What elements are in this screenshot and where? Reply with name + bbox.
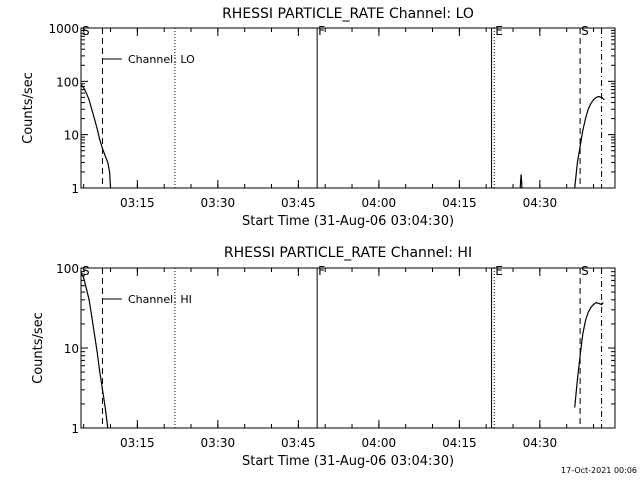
x-tick-label: 04:00 (362, 196, 397, 210)
y-axis-label: Counts/sec (31, 312, 46, 384)
y-axis-label: Counts/sec (21, 72, 36, 144)
x-tick-label: 04:15 (442, 436, 477, 450)
panel-lo: RHESSI PARTICLE_RATE Channel: LO 1 10 100 10… (21, 6, 616, 229)
x-tick-label: 03:45 (281, 436, 316, 450)
date-stamp: 17-Oct-2021 00:06 (561, 466, 637, 475)
x-axis-label: Start Time (31-Aug-06 03:04:30) (242, 454, 454, 469)
x-tick-label: 03:15 (120, 436, 155, 450)
legend-label: Channel: HI (128, 293, 192, 306)
plot-frame (80, 267, 616, 429)
x-tick-label: 04:30 (523, 436, 558, 450)
plot-frame (80, 27, 616, 189)
y-tick-label: 10 (64, 342, 79, 356)
y-tick-label: 1000 (48, 22, 79, 36)
data-series-line (519, 174, 523, 189)
x-tick-label: 03:45 (281, 196, 316, 210)
time-marker-label: F (318, 24, 325, 38)
y-tick-label: 1 (71, 182, 79, 196)
data-series-line (574, 301, 604, 408)
chart-title: RHESSI PARTICLE_RATE Channel: HI (224, 245, 472, 261)
chart-title: RHESSI PARTICLE_RATE Channel: LO (222, 6, 474, 22)
data-series-line (80, 83, 112, 189)
y-tick-label: 1 (71, 422, 79, 436)
x-tick-label: 04:00 (362, 436, 397, 450)
x-tick-label: 04:30 (523, 196, 558, 210)
y-tick-label: 100 (56, 75, 79, 89)
y-tick-label: 100 (56, 262, 79, 276)
time-marker-label: S (581, 264, 589, 278)
time-marker-label: E (495, 24, 503, 38)
legend-label: Channel: LO (128, 53, 195, 66)
time-marker-label: S (581, 24, 589, 38)
data-series-line (80, 271, 109, 429)
x-tick-label: 04:15 (442, 196, 477, 210)
panel-hi: RHESSI PARTICLE_RATE Channel: HI 1 10 100 03… (31, 245, 616, 469)
x-tick-label: 03:30 (201, 436, 236, 450)
time-marker-label: S (82, 264, 90, 278)
time-marker-label: E (495, 264, 503, 278)
x-axis-label: Start Time (31-Aug-06 03:04:30) (242, 214, 454, 229)
data-series-line (574, 95, 605, 189)
time-marker-label: F (318, 264, 325, 278)
time-marker-label: S (82, 24, 90, 38)
x-tick-label: 03:15 (120, 196, 155, 210)
y-tick-label: 10 (64, 129, 79, 143)
x-tick-label: 03:30 (201, 196, 236, 210)
